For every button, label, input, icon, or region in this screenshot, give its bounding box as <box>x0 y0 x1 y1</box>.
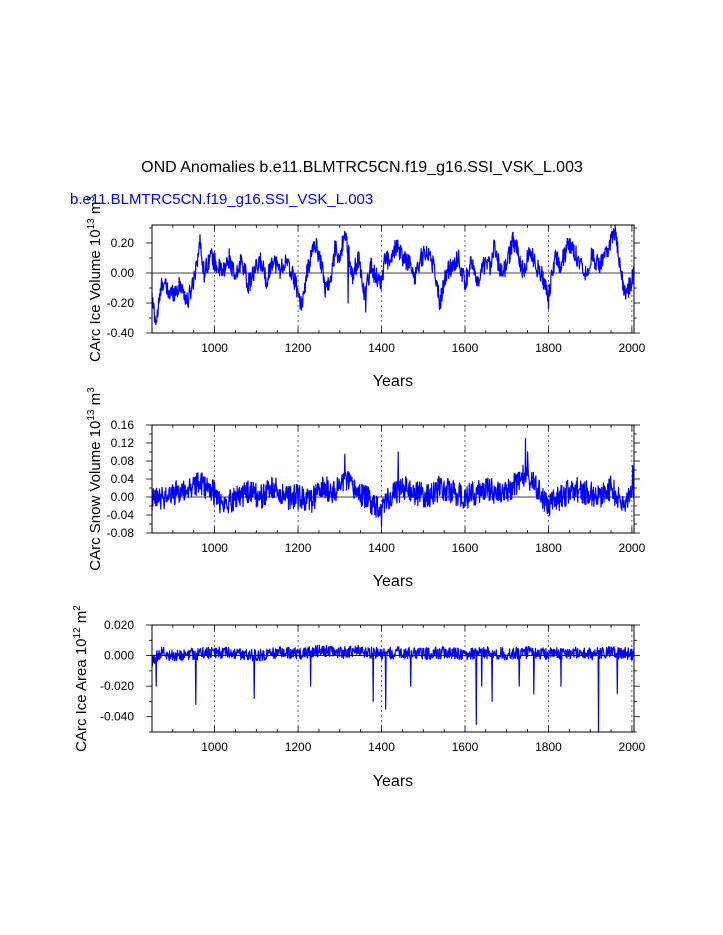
y-tick-label: 0.08 <box>111 454 135 468</box>
y-tick-label: 0.12 <box>111 436 135 450</box>
chart-panel-3: 1000 1200 1400 1600 1800 2000 -0.040 -0.020 0.00… <box>72 605 646 790</box>
plot-frame <box>151 224 635 334</box>
x-tick-label: 1000 <box>201 341 228 355</box>
series-line <box>151 437 635 527</box>
figure-title: OND Anomalies b.e11.BLMTRC5CN.f19_g16.SS… <box>141 159 583 176</box>
chart-panel-1: 1000 1200 1400 1600 1800 2000 -0.40 -0.20 0.00 0.… <box>86 196 646 390</box>
y-tick-label: 0.16 <box>111 418 135 432</box>
x-tick-label: 1600 <box>452 740 479 754</box>
x-tick-label: 1200 <box>285 740 312 754</box>
x-tick-label: 1600 <box>452 541 479 555</box>
figure-subtitle: b.e11.BLMTRC5CN.f19_g16.SSI_VSK_L.003 <box>70 191 373 208</box>
x-tick-label: 1800 <box>535 541 562 555</box>
y-axis-label: CArc Ice Area 1012 m2 <box>72 605 90 752</box>
x-tick-label: 2000 <box>619 341 646 355</box>
x-tick-label: 1600 <box>452 341 479 355</box>
x-tick-label: 2000 <box>619 541 646 555</box>
y-tick-label: 0.04 <box>111 472 135 486</box>
x-tick-label: 2000 <box>619 740 646 754</box>
y-tick-label: -0.20 <box>107 296 135 310</box>
y-tick-label: -0.040 <box>100 710 134 724</box>
y-tick-label: -0.08 <box>107 526 135 540</box>
x-axis-label: Years <box>373 573 413 590</box>
y-tick-label: 0.020 <box>104 618 134 632</box>
x-tick-label: 1400 <box>368 541 395 555</box>
chart-panel-2: 1000 1200 1400 1600 1800 2000 -0.08 -0.04 0.00 0.… <box>86 387 646 590</box>
y-tick-label: -0.020 <box>100 679 134 693</box>
plot-frame <box>151 624 635 733</box>
y-axis-label: CArc Ice Volume 1013 m3 <box>86 196 104 362</box>
series-line <box>151 644 635 733</box>
x-axis-label: Years <box>373 373 413 390</box>
x-tick-label: 1000 <box>201 740 228 754</box>
y-tick-label: -0.04 <box>107 508 135 522</box>
x-axis-label: Years <box>373 773 413 790</box>
y-tick-label: 0.00 <box>111 266 135 280</box>
series-line <box>151 224 635 326</box>
y-axis-label: CArc Snow Volume 1013 m3 <box>86 387 104 571</box>
x-tick-label: 1200 <box>285 341 312 355</box>
x-tick-label: 1800 <box>535 341 562 355</box>
x-tick-label: 1400 <box>368 740 395 754</box>
x-tick-label: 1000 <box>201 541 228 555</box>
y-tick-label: 0.000 <box>104 649 134 663</box>
x-tick-label: 1200 <box>285 541 312 555</box>
plot-frame <box>151 424 635 534</box>
y-tick-label: 0.20 <box>111 236 135 250</box>
x-tick-label: 1800 <box>535 740 562 754</box>
x-tick-label: 1400 <box>368 341 395 355</box>
y-tick-label: 0.00 <box>111 490 135 504</box>
y-tick-label: -0.40 <box>107 326 135 340</box>
